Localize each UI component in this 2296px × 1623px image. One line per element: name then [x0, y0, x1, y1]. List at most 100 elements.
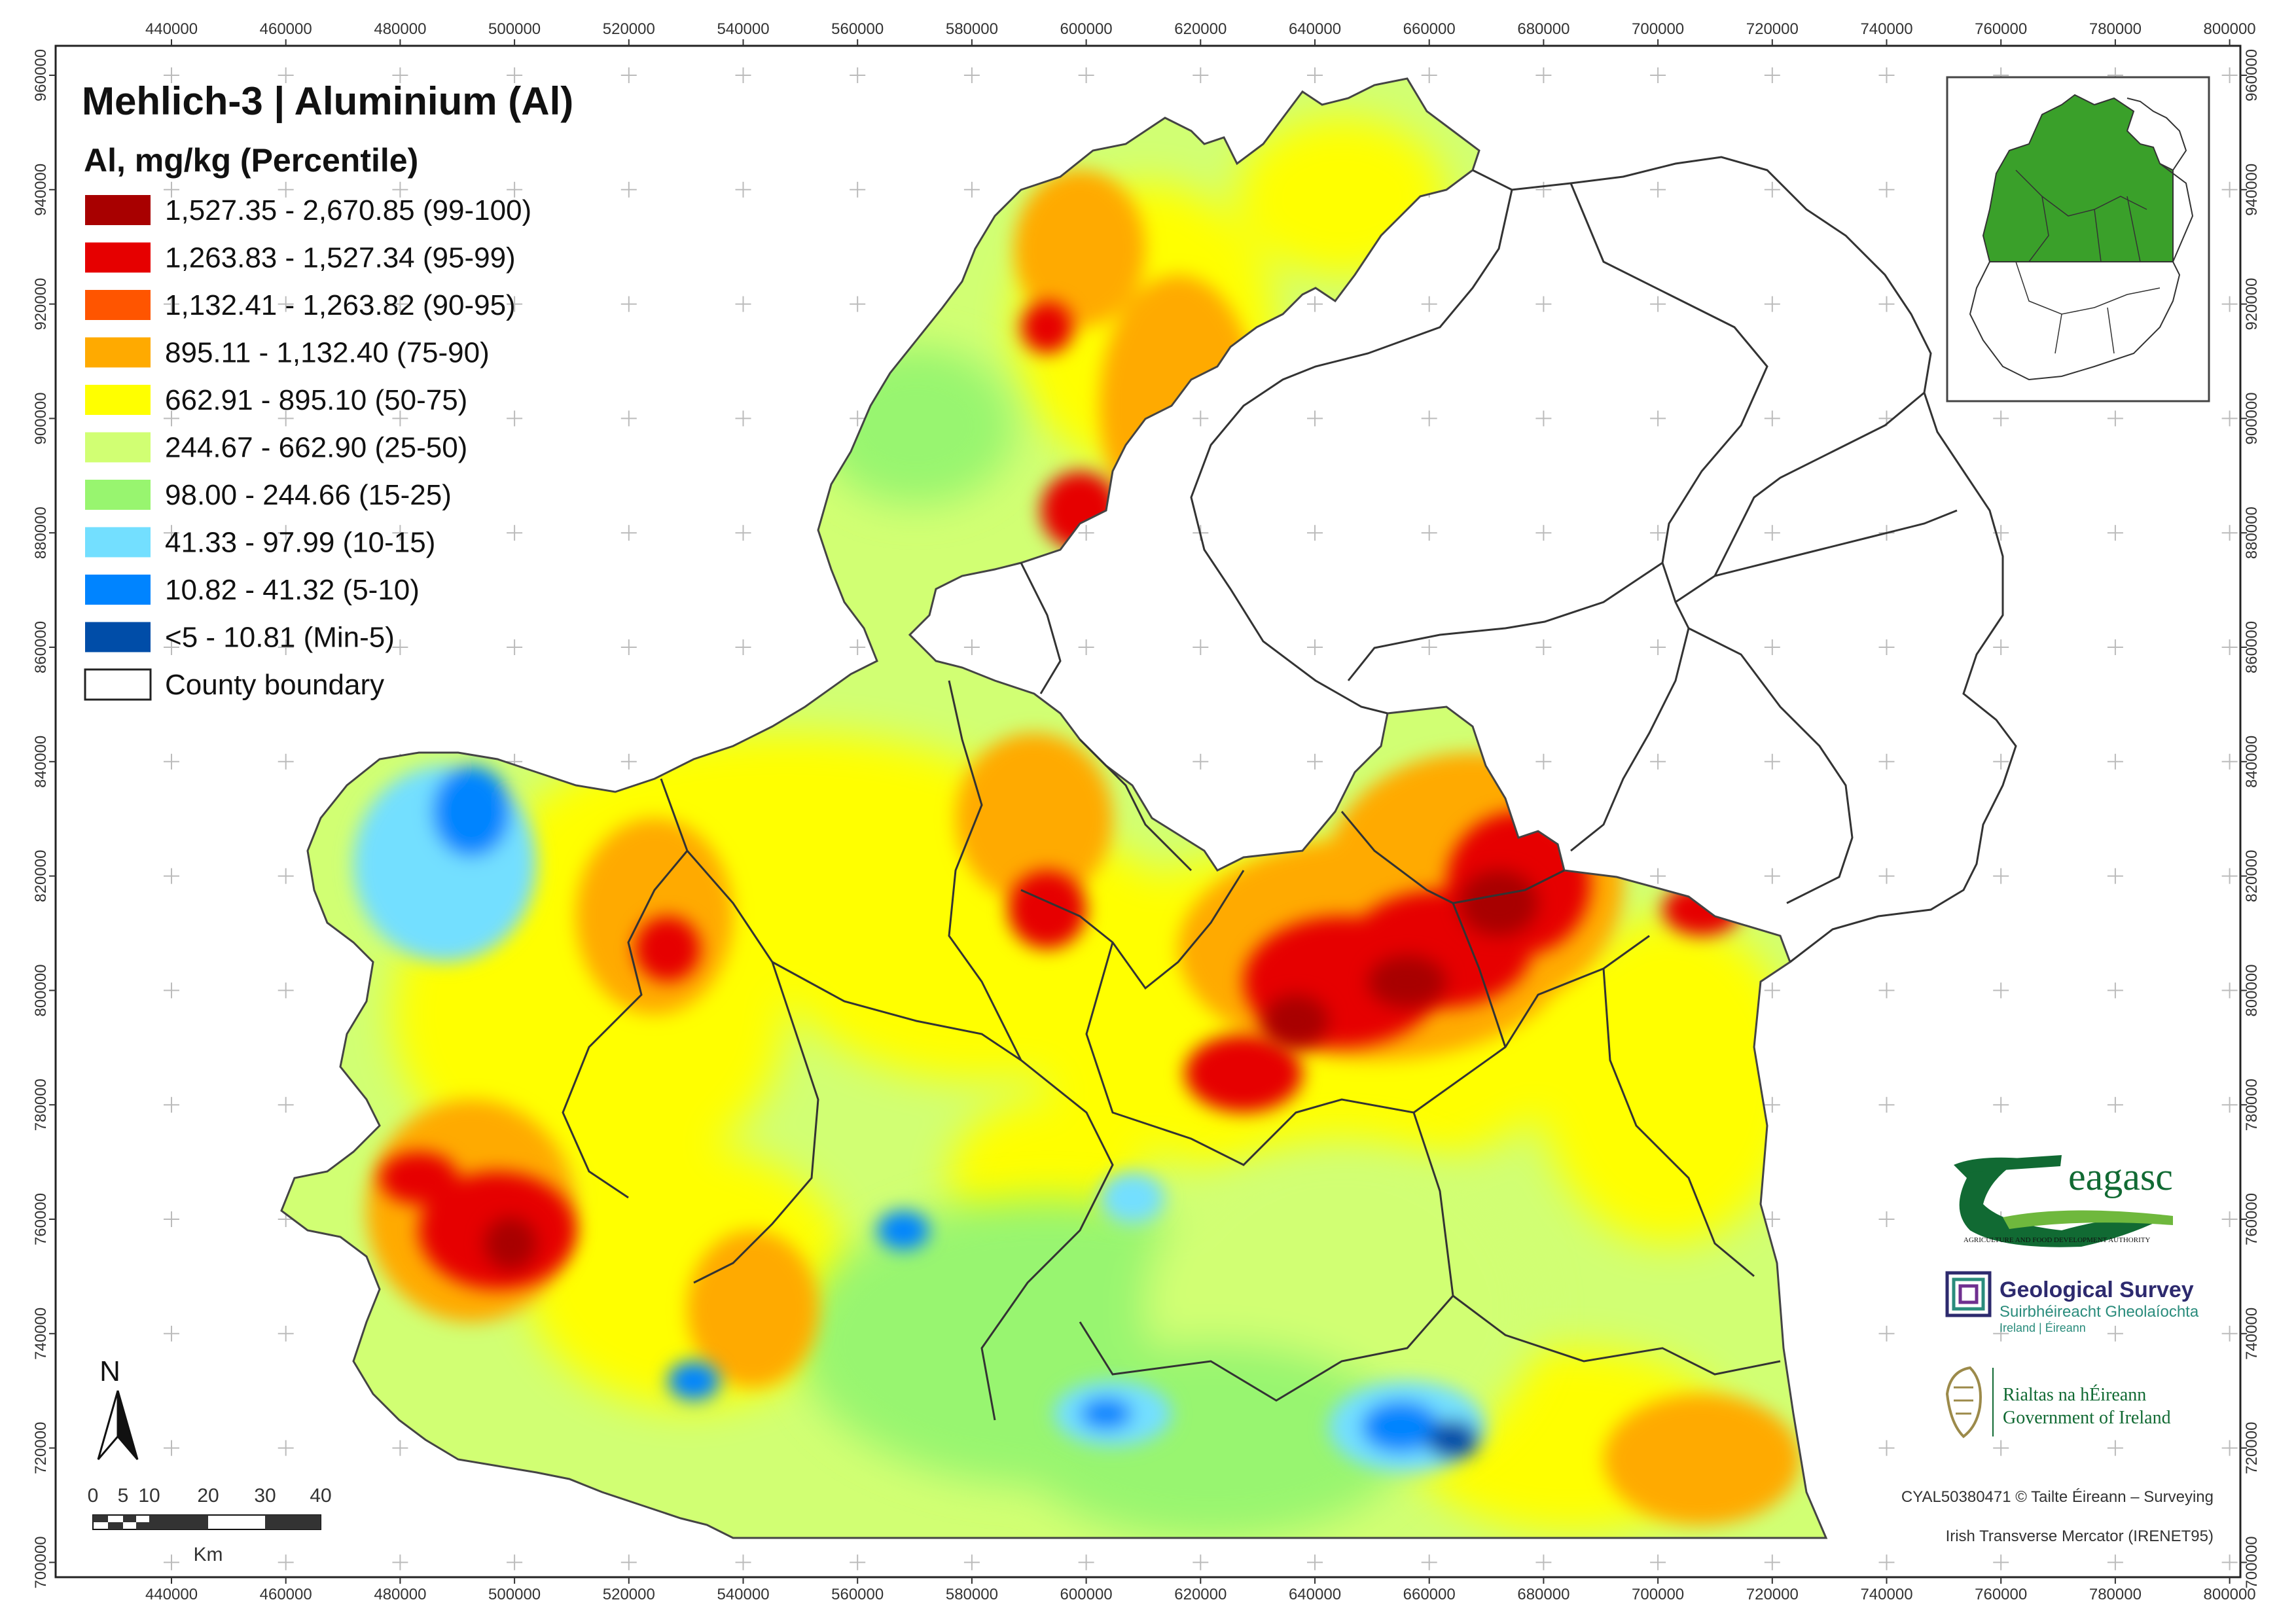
x-tick-label-bottom: 600000	[1060, 1586, 1113, 1603]
y-tick-label-left: 700000	[32, 1536, 50, 1588]
x-tick-label-bottom: 580000	[946, 1586, 998, 1603]
x-tick-label-top: 740000	[1860, 20, 1912, 38]
x-tick-label-top: 560000	[831, 20, 884, 38]
gsi-logo: Geological Survey Suirbhéireacht Gheolaí…	[1945, 1271, 2199, 1334]
scale-bar: 0 5 10 20 30 40 Km	[88, 1485, 332, 1565]
scale-label-20: 20	[197, 1485, 219, 1507]
y-tick-label-left: 760000	[32, 1193, 50, 1245]
x-tick-label-top: 520000	[603, 20, 655, 38]
y-tick-label-left: 940000	[32, 164, 50, 216]
y-tick-label-left: 920000	[32, 278, 50, 330]
x-tick-label-bottom: 480000	[374, 1586, 426, 1603]
legend-swatch	[85, 527, 151, 558]
teagasc-logo: eagasc AGRICULTURE AND FOOD DEVELOPMENT …	[1954, 1155, 2173, 1247]
x-tick-label-top: 500000	[488, 20, 541, 38]
legend-label: 244.67 - 662.90 (25-50)	[165, 432, 467, 464]
x-tick-label-bottom: 520000	[603, 1586, 655, 1603]
gsi-sub: Ireland | Éireann	[2000, 1321, 2086, 1334]
x-tick-label-bottom: 500000	[488, 1586, 541, 1603]
x-axis-labels-bottom: 440000 460000 480000 500000 520000 540000 5600…	[145, 1577, 2256, 1603]
y-tick-label-left: 880000	[32, 507, 50, 559]
x-tick-label-top: 620000	[1174, 20, 1227, 38]
x-tick-label-top: 540000	[717, 20, 769, 38]
y-tick-label-left: 780000	[32, 1079, 50, 1131]
x-tick-label-bottom: 720000	[1746, 1586, 1799, 1603]
legend-label: 1,132.41 - 1,263.82 (90-95)	[165, 289, 516, 321]
gsi-irish: Suirbhéireacht Gheolaíochta	[2000, 1303, 2199, 1321]
x-tick-label-bottom: 640000	[1289, 1586, 1341, 1603]
x-tick-label-bottom: 680000	[1517, 1586, 1570, 1603]
projection-text: Irish Transverse Mercator (IRENET95)	[1946, 1527, 2214, 1545]
legend-swatch	[85, 337, 151, 368]
legend-label: 41.33 - 97.99 (10-15)	[165, 527, 435, 559]
x-tick-label-top: 480000	[374, 20, 426, 38]
x-tick-label-bottom: 760000	[1975, 1586, 2027, 1603]
county-boundaries	[562, 562, 1781, 1421]
legend-label: 662.91 - 895.10 (50-75)	[165, 384, 467, 416]
scale-label-40: 40	[310, 1485, 331, 1507]
north-arrow: N	[97, 1355, 139, 1460]
scale-label-30: 30	[254, 1485, 276, 1507]
x-tick-label-top: 440000	[145, 20, 198, 38]
x-tick-label-bottom: 660000	[1403, 1586, 1456, 1603]
x-tick-label-top: 680000	[1517, 20, 1570, 38]
x-tick-label-top: 760000	[1975, 20, 2027, 38]
scale-label-0: 0	[88, 1485, 99, 1507]
y-axis-labels-left: 960000 940000 920000 900000 880000 860000 8400…	[32, 49, 56, 1588]
x-axis-labels-top: 440000 460000 480000 500000 520000 540000 5600…	[145, 20, 2256, 46]
legend-label: 98.00 - 244.66 (15-25)	[165, 479, 452, 511]
north-label: N	[99, 1355, 120, 1387]
government-logo: Rialtas na hÉireann Government of Irelan…	[1945, 1366, 2171, 1438]
northern-ireland-outline	[1190, 156, 2017, 963]
x-tick-label-top: 780000	[2089, 20, 2142, 38]
legend-label: 10.82 - 41.32 (5-10)	[165, 574, 420, 606]
y-tick-label-left: 800000	[32, 964, 50, 1016]
legend-swatch	[85, 432, 151, 463]
gov-english: Government of Ireland	[2003, 1408, 2171, 1428]
map-frame	[54, 45, 2242, 1578]
x-tick-label-top: 660000	[1403, 20, 1456, 38]
x-tick-label-bottom: 540000	[717, 1586, 769, 1603]
x-tick-label-top: 800000	[2204, 20, 2256, 38]
gov-irish: Rialtas na hÉireann	[2003, 1385, 2146, 1405]
x-tick-label-bottom: 700000	[1632, 1586, 1684, 1603]
legend-label: <5 - 10.81 (Min-5)	[165, 622, 395, 654]
legend-label: 895.11 - 1,132.40 (75-90)	[165, 337, 490, 369]
y-tick-label-left: 860000	[32, 621, 50, 673]
y-tick-label-left: 740000	[32, 1308, 50, 1360]
x-tick-label-bottom: 780000	[2089, 1586, 2142, 1603]
x-tick-label-bottom: 460000	[260, 1586, 312, 1603]
y-tick-label-left: 900000	[32, 392, 50, 444]
scale-label-5: 5	[118, 1485, 129, 1507]
x-tick-label-top: 580000	[946, 20, 998, 38]
x-tick-label-bottom: 560000	[831, 1586, 884, 1603]
legend-title: Al, mg/kg (Percentile)	[84, 142, 418, 179]
y-tick-label-left: 720000	[32, 1422, 50, 1474]
x-tick-label-bottom: 800000	[2204, 1586, 2256, 1603]
scale-unit: Km	[194, 1544, 223, 1565]
legend-swatch	[85, 575, 151, 605]
legend: 1,527.35 - 2,670.85 (99-100) 1,263.83 - 1…	[84, 194, 531, 701]
inset-map	[1946, 76, 2210, 402]
legend-swatch	[85, 290, 151, 320]
x-tick-label-top: 700000	[1632, 20, 1684, 38]
legend-swatch	[85, 622, 151, 652]
x-tick-label-bottom: 740000	[1860, 1586, 1912, 1603]
land-outline	[280, 77, 1828, 1539]
copyright-text: CYAL50380471 © Tailte Éireann – Surveyin…	[1901, 1488, 2214, 1506]
x-tick-label-top: 600000	[1060, 20, 1113, 38]
teagasc-tagline: AGRICULTURE AND FOOD DEVELOPMENT AUTHORI…	[1964, 1236, 2150, 1244]
gsi-name: Geological Survey	[2000, 1277, 2194, 1302]
x-tick-label-bottom: 620000	[1174, 1586, 1227, 1603]
legend-label: 1,263.83 - 1,527.34 (95-99)	[165, 242, 516, 274]
legend-swatch	[84, 668, 152, 701]
legend-label: 1,527.35 - 2,670.85 (99-100)	[165, 194, 531, 226]
legend-swatch	[85, 195, 151, 225]
legend-label: County boundary	[165, 669, 384, 701]
legend-swatch	[85, 480, 151, 510]
map-title: Mehlich-3 | Aluminium (Al)	[82, 79, 573, 124]
x-tick-label-top: 720000	[1746, 20, 1799, 38]
legend-swatch	[85, 242, 151, 273]
teagasc-wordmark: eagasc	[2068, 1155, 2173, 1198]
